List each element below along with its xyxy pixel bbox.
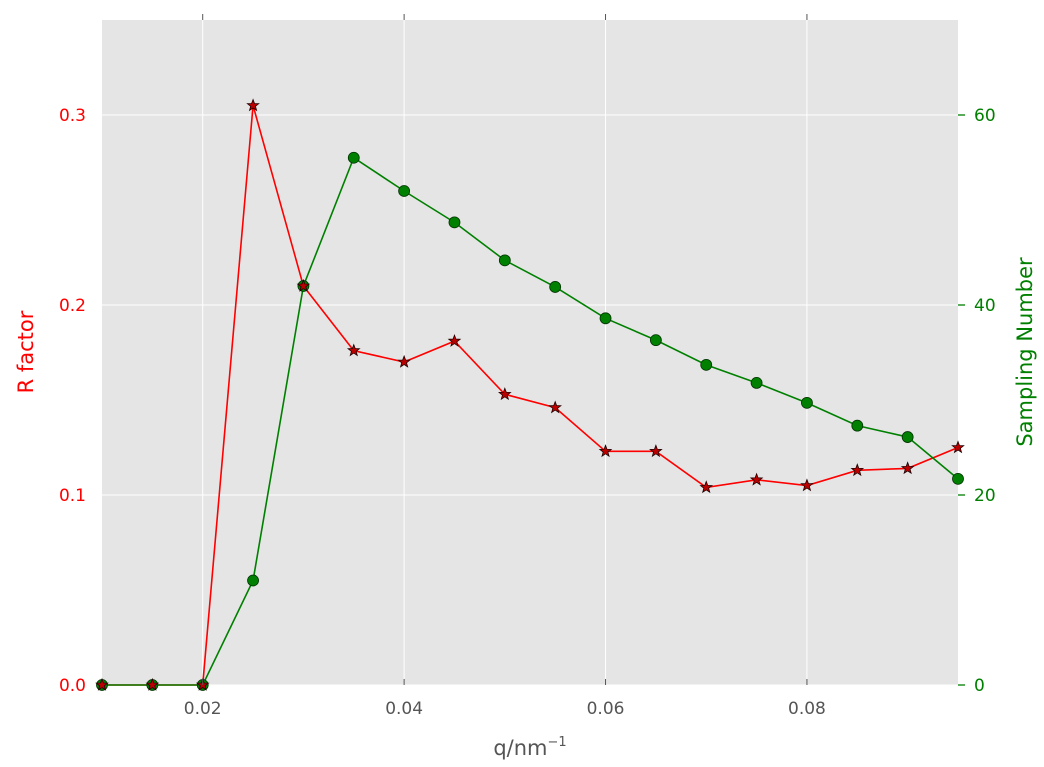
sampling-number-series <box>102 156 959 686</box>
sampling-number-point <box>448 216 461 229</box>
r-factor-point <box>447 333 462 347</box>
r-factor-point <box>800 478 814 492</box>
sampling-number-point <box>498 254 511 267</box>
r-factor-point <box>145 677 160 691</box>
right-tick-label: 0 <box>974 676 985 696</box>
x-tick-label: 0.08 <box>788 699 826 719</box>
left-tick-label: 0.3 <box>59 106 86 126</box>
r-factor-point <box>397 354 411 368</box>
r-factor-point <box>598 444 613 458</box>
r-factor-line <box>102 105 959 686</box>
r-factor-point <box>699 480 714 494</box>
sampling-number-point <box>750 376 763 389</box>
sampling-number-point <box>700 358 713 371</box>
x-axis-title-superscript: −1 <box>548 735 567 750</box>
right-tick-label: 60 <box>974 106 996 126</box>
r-factor-point <box>749 472 764 486</box>
x-tick-label: 0.04 <box>385 699 423 719</box>
r-factor-point <box>346 343 361 357</box>
sampling-number-point <box>347 151 360 164</box>
r-factor-point <box>900 461 915 475</box>
r-factor-point <box>296 278 311 292</box>
r-factor-point <box>95 677 109 691</box>
r-factor-series <box>102 105 959 686</box>
r-factor-point <box>246 98 260 112</box>
plot-background <box>102 20 958 685</box>
sampling-number-point <box>851 419 864 432</box>
right-tick-label: 20 <box>974 486 996 506</box>
sampling-number-point <box>549 281 562 293</box>
series-markers <box>95 98 965 691</box>
x-axis-title: q/nm−1 <box>493 735 566 760</box>
right-axis-title: Sampling Number <box>1013 257 1037 447</box>
x-tick-label: 0.06 <box>587 699 625 719</box>
tick-labels: 0.02 0.04 0.06 0.08 0.0 0.1 0.2 0.3 0 20 40 60 <box>59 106 996 719</box>
right-tick-label: 40 <box>974 296 996 316</box>
sampling-number-point <box>599 312 612 325</box>
left-tick-label: 0.1 <box>59 486 86 506</box>
left-tick-label: 0.2 <box>59 296 86 316</box>
sampling-number-point <box>247 574 259 587</box>
sampling-number-point <box>398 185 411 197</box>
grid-lines <box>102 20 958 686</box>
r-factor-point <box>548 400 562 414</box>
r-factor-point <box>498 387 512 401</box>
sampling-number-point <box>952 472 964 485</box>
x-tick-label: 0.02 <box>184 699 222 719</box>
r-factor-point <box>951 440 965 454</box>
left-tick-label: 0.0 <box>59 676 86 696</box>
sampling-number-point <box>801 396 813 409</box>
sampling-number-line <box>102 156 959 686</box>
r-factor-point <box>850 463 865 477</box>
r-factor-point <box>649 444 663 458</box>
axis-ticks <box>202 14 965 686</box>
x-axis-title-text: q/nm <box>493 736 547 760</box>
sampling-number-point <box>649 334 662 347</box>
left-axis-title: R factor <box>14 310 38 393</box>
sampling-number-point <box>901 431 914 443</box>
